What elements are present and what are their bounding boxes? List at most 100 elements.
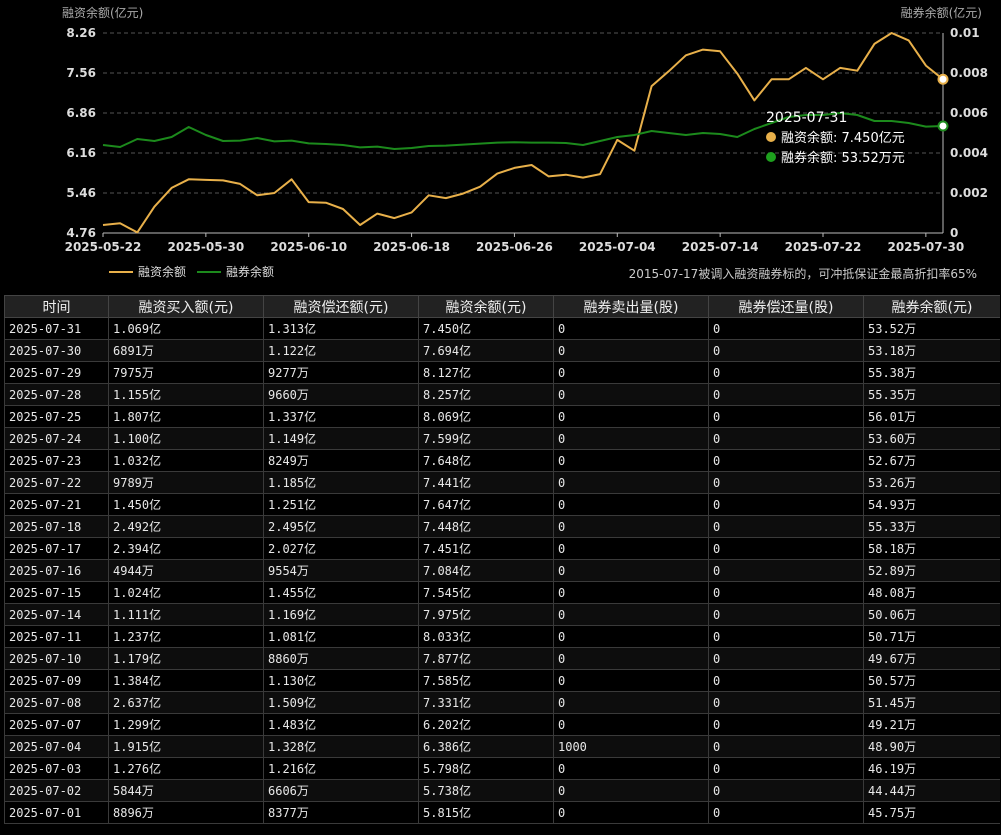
table-cell: 1.509亿 bbox=[263, 691, 419, 714]
y-left-tick-label: 6.16 bbox=[66, 146, 96, 160]
table-cell: 8249万 bbox=[263, 449, 419, 472]
table-cell: 9554万 bbox=[263, 559, 419, 582]
table-row: 2025-07-01 8896万 8377万 5.815亿 0 0 45.75万 bbox=[4, 801, 1000, 824]
table-cell: 0 bbox=[553, 779, 709, 802]
table-cell: 0 bbox=[553, 713, 709, 736]
legend-label-financing: 融资余额 bbox=[138, 264, 186, 279]
table-cell: 2025-07-09 bbox=[4, 669, 109, 692]
table-cell: 55.35万 bbox=[863, 383, 1000, 406]
table-cell: 0 bbox=[708, 735, 864, 758]
y-right-tick-label: 0.008 bbox=[950, 66, 988, 80]
table-row: 2025-07-18 2.492亿 2.495亿 7.448亿 0 0 55.33万 bbox=[4, 515, 1000, 538]
table-cell: 0 bbox=[553, 647, 709, 670]
table-cell: 2.027亿 bbox=[263, 537, 419, 560]
table-row: 2025-07-14 1.111亿 1.169亿 7.975亿 0 0 50.06万 bbox=[4, 603, 1000, 626]
table-cell: 5.738亿 bbox=[418, 779, 554, 802]
table-cell: 2025-07-16 bbox=[4, 559, 109, 582]
table-row: 2025-07-15 1.024亿 1.455亿 7.545亿 0 0 48.08万 bbox=[4, 581, 1000, 604]
table-cell: 0 bbox=[708, 361, 864, 384]
table-cell: 50.06万 bbox=[863, 603, 1000, 626]
table-cell: 1000 bbox=[553, 735, 709, 758]
table-cell: 7.084亿 bbox=[418, 559, 554, 582]
table-row: 2025-07-31 1.069亿 1.313亿 7.450亿 0 0 53.52万 bbox=[4, 317, 1000, 340]
y-right-tick-label: 0.004 bbox=[950, 146, 988, 160]
table-cell: 0 bbox=[553, 339, 709, 362]
table-cell: 2025-07-14 bbox=[4, 603, 109, 626]
table-cell: 0 bbox=[553, 427, 709, 450]
table-cell: 1.100亿 bbox=[108, 427, 264, 450]
table-cell: 1.111亿 bbox=[108, 603, 264, 626]
table-row: 2025-07-30 6891万 1.122亿 7.694亿 0 0 53.18万 bbox=[4, 339, 1000, 362]
table-cell: 6891万 bbox=[108, 339, 264, 362]
table-cell: 0 bbox=[708, 625, 864, 648]
table-cell: 55.33万 bbox=[863, 515, 1000, 538]
table-row: 2025-07-29 7975万 9277万 8.127亿 0 0 55.38万 bbox=[4, 361, 1000, 384]
table-cell: 0 bbox=[708, 801, 864, 824]
table-cell: 1.122亿 bbox=[263, 339, 419, 362]
table-cell: 1.130亿 bbox=[263, 669, 419, 692]
table-cell: 9660万 bbox=[263, 383, 419, 406]
table-cell: 0 bbox=[553, 493, 709, 516]
table-cell: 5.798亿 bbox=[418, 757, 554, 780]
table-cell: 56.01万 bbox=[863, 405, 1000, 428]
table-cell: 0 bbox=[553, 559, 709, 582]
table-cell: 1.149亿 bbox=[263, 427, 419, 450]
legend-label-securities-lending: 融券余额 bbox=[226, 264, 274, 279]
table-cell: 1.328亿 bbox=[263, 735, 419, 758]
table-cell: 53.26万 bbox=[863, 471, 1000, 494]
y-left-tick-label: 7.56 bbox=[66, 66, 96, 80]
table-cell: 2025-07-25 bbox=[4, 405, 109, 428]
table-cell: 58.18万 bbox=[863, 537, 1000, 560]
table-cell: 53.18万 bbox=[863, 339, 1000, 362]
table-cell: 1.251亿 bbox=[263, 493, 419, 516]
table-cell: 2025-07-18 bbox=[4, 515, 109, 538]
series-line-securities-lending bbox=[102, 112, 944, 150]
y-right-tick-label: 0 bbox=[950, 226, 958, 240]
table-row: 2025-07-22 9789万 1.185亿 7.441亿 0 0 53.26万 bbox=[4, 471, 1000, 494]
table-cell: 45.75万 bbox=[863, 801, 1000, 824]
table-cell: 9277万 bbox=[263, 361, 419, 384]
table-cell: 8.257亿 bbox=[418, 383, 554, 406]
table-cell: 53.60万 bbox=[863, 427, 1000, 450]
table-row: 2025-07-08 2.637亿 1.509亿 7.331亿 0 0 51.45万 bbox=[4, 691, 1000, 714]
table-cell: 2.637亿 bbox=[108, 691, 264, 714]
tooltip-date: 2025-07-31 bbox=[766, 110, 847, 126]
table-cell: 2.495亿 bbox=[263, 515, 419, 538]
x-tick-label: 2025-05-22 bbox=[65, 240, 142, 254]
table-cell: 0 bbox=[708, 515, 864, 538]
tooltip-financing-value: 融资余额: 7.450亿元 bbox=[781, 130, 905, 146]
tooltip-dot-securities-lending bbox=[766, 152, 776, 162]
table-cell: 7.331亿 bbox=[418, 691, 554, 714]
table-cell: 1.169亿 bbox=[263, 603, 419, 626]
table-row: 2025-07-25 1.807亿 1.337亿 8.069亿 0 0 56.01万 bbox=[4, 405, 1000, 428]
y-right-tick-label: 0.01 bbox=[950, 26, 980, 40]
column-header: 融券卖出量(股) bbox=[553, 295, 709, 318]
table-cell: 0 bbox=[553, 361, 709, 384]
table-cell: 8.127亿 bbox=[418, 361, 554, 384]
table-cell: 1.455亿 bbox=[263, 581, 419, 604]
end-point-financing bbox=[937, 73, 949, 85]
table-cell: 1.179亿 bbox=[108, 647, 264, 670]
table-cell: 6606万 bbox=[263, 779, 419, 802]
table-cell: 1.450亿 bbox=[108, 493, 264, 516]
table-cell: 2025-07-10 bbox=[4, 647, 109, 670]
column-header: 时间 bbox=[4, 295, 109, 318]
table-cell: 2025-07-11 bbox=[4, 625, 109, 648]
table-cell: 2025-07-21 bbox=[4, 493, 109, 516]
y-left-tick-label: 8.26 bbox=[66, 26, 96, 40]
table-cell: 1.081亿 bbox=[263, 625, 419, 648]
margin-chart: 融资余额(亿元) 融券余额(亿元) 8.26 0.01 7.56 0.008 6.86 0.0… bbox=[62, 5, 988, 281]
table-cell: 7.585亿 bbox=[418, 669, 554, 692]
x-tick-label: 2025-06-10 bbox=[270, 240, 347, 254]
series-line-financing bbox=[102, 32, 944, 234]
table-cell: 0 bbox=[708, 757, 864, 780]
table-cell: 4944万 bbox=[108, 559, 264, 582]
table-cell: 8.033亿 bbox=[418, 625, 554, 648]
column-header: 融券偿还量(股) bbox=[708, 295, 864, 318]
table-cell: 0 bbox=[708, 559, 864, 582]
table-cell: 1.155亿 bbox=[108, 383, 264, 406]
table-cell: 0 bbox=[708, 383, 864, 406]
y-axis-right-title: 融券余额(亿元) bbox=[901, 5, 982, 20]
table-cell: 5.815亿 bbox=[418, 801, 554, 824]
table-cell: 2025-07-28 bbox=[4, 383, 109, 406]
